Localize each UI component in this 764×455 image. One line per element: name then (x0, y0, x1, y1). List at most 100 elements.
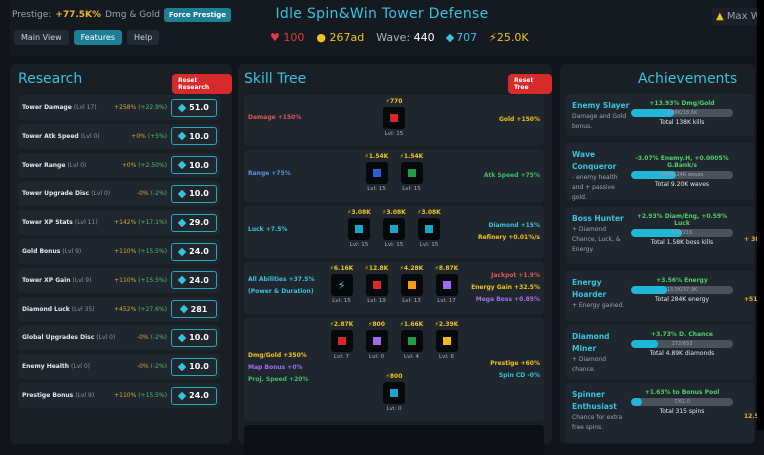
achievement-bonus: +13.93% Dmg/Gold 7.88K/18.6K Total 138K ki… (631, 100, 733, 126)
research-buy-button[interactable]: 10.0 (171, 127, 217, 146)
research-buy-button[interactable]: 10.0 (171, 357, 217, 376)
skill-node[interactable]: ⚡2.87K Lvl: 7 (330, 321, 354, 360)
research-buy-button[interactable]: 24.0 (171, 386, 217, 405)
research-cost: 10.0 (189, 160, 209, 170)
achievement-bonus-text: +2.93% Diam/Eng, +0.59% Luck (636, 213, 728, 227)
research-row: Tower XP Stats (Lvl 11) +142% (+17.1%) 29.0 (18, 210, 220, 236)
skill-node[interactable]: ⚡800 Lvl: 0 (365, 321, 388, 360)
skill-node-button[interactable] (365, 274, 388, 296)
skill-node[interactable]: ⚡2.39K Lvl: 6 (435, 321, 459, 360)
research-row: Tower XP Gain (Lvl 9) +110% (+15.5%) 24.0 (18, 267, 220, 293)
research-panel: Research Reset Research Tower Damage (Lvl… (10, 64, 232, 444)
skill-node[interactable]: ⚡1.66K Lvl: 4 (400, 321, 424, 360)
achievement-bonus: +3.73% D. Chance 172/653 Total 4.89K diamo… (631, 331, 733, 357)
achievement-bonus-text: +1.63% to Bonus Pool (644, 389, 720, 396)
bolt-icon: ⚡ (347, 209, 352, 216)
skill-node-button[interactable] (400, 274, 423, 296)
wave-value: 440 (413, 31, 435, 44)
skill-node[interactable]: ⚡1.54K Lvl: 15 (400, 153, 424, 192)
skill-node[interactable]: ⚡3.08K Lvl: 15 (382, 209, 406, 248)
energy-stat: ⚡25.0K (489, 31, 528, 44)
skill-color-icon (425, 225, 433, 233)
skill-node-button[interactable] (348, 218, 370, 240)
achievement-progress-bar: 172/653 (631, 340, 733, 348)
research-effect: +0% (+5%) (131, 133, 167, 140)
prestige-value: +77.5K% (55, 10, 102, 20)
skill-node[interactable]: ⚡4.28K Lvl: 13 (400, 265, 424, 304)
force-prestige-button[interactable]: Force Prestige (163, 8, 231, 22)
skill-node-button[interactable] (383, 218, 405, 240)
achievement-total: Total 9.20K waves (654, 181, 710, 188)
skill-node-button[interactable] (365, 330, 388, 352)
skill-node[interactable]: ⚡3.08K Lvl: 15 (347, 209, 371, 248)
research-cost: 10.0 (189, 189, 209, 199)
research-cost: 24.0 (189, 275, 209, 285)
research-effect: -0% (-2%) (137, 190, 167, 197)
reset-research-button[interactable]: Reset Research (172, 74, 232, 94)
skill-cost-value: 2.87K (333, 321, 354, 328)
diamond-value: 707 (456, 31, 478, 44)
skill-cost: ⚡3.08K (373, 209, 415, 216)
research-buy-button[interactable]: 10.0 (171, 156, 217, 175)
skill-node-button[interactable] (435, 274, 458, 296)
tab-features[interactable]: Features (73, 30, 123, 45)
research-buy-button[interactable]: 51.0 (171, 98, 217, 117)
skill-cost: ⚡6.16K (321, 265, 363, 272)
skill-node[interactable]: ⚡6.16K ⚡ Lvl: 15 (330, 265, 354, 304)
diamond-stat: 707 (445, 31, 478, 44)
skill-bonus-right: Spin CD -0% (498, 371, 540, 379)
skill-node[interactable]: ⚡3.08K Lvl: 15 (417, 209, 441, 248)
skill-cost-value: 12.8K (368, 265, 389, 272)
skill-node-button[interactable]: ⚡ (330, 274, 353, 296)
achievement-desc: + Energy gained. (572, 302, 625, 309)
research-next-effect: (+5%) (147, 132, 167, 140)
achievement-name: Diamond Miner (572, 332, 610, 353)
bolt-icon: ⚡ (364, 265, 369, 272)
skill-node-button[interactable] (383, 382, 405, 404)
research-buy-button[interactable]: 10.0 (171, 184, 217, 203)
skill-node-button[interactable] (435, 330, 458, 352)
achievement-total: Total 4.89K diamonds (649, 350, 715, 357)
research-row: Tower Upgrade Disc (Lvl 0) -0% (-2%) 10.0 (18, 181, 220, 207)
skill-level: Lvl: 15 (419, 242, 439, 248)
skill-node-button[interactable] (383, 107, 405, 129)
research-level: (Lvl 0) (96, 334, 116, 342)
skill-node[interactable]: ⚡800 Lvl: 0 (383, 373, 405, 412)
skill-node-button[interactable] (330, 330, 353, 352)
skill-node-button[interactable] (400, 162, 423, 184)
max-wave-button[interactable]: ▲ Max W (712, 8, 764, 25)
research-buy-button[interactable]: 29.0 (171, 213, 217, 232)
tab-help[interactable]: Help (127, 30, 160, 45)
research-cost: 29.0 (189, 218, 209, 228)
skill-node-button[interactable] (418, 218, 440, 240)
achievement-progress-fill (631, 229, 682, 237)
research-buy-button[interactable]: 24.0 (171, 271, 217, 290)
skill-bonus-right: Energy Gain +32.5% (471, 284, 540, 291)
skill-node-button[interactable] (365, 162, 388, 184)
research-buy-button[interactable]: 10.0 (171, 328, 217, 347)
skill-row: Dmg/Gold +350% Map Bonus +0% Proj. Speed +… (244, 318, 544, 421)
research-buy-button[interactable]: 281 (171, 300, 217, 319)
tab-main-view[interactable]: Main View (14, 30, 69, 45)
reset-tree-button[interactable]: Reset Tree (508, 74, 552, 94)
skill-bonus-right: Diamond +15% (488, 222, 540, 229)
achievements-title: Achievements (638, 71, 738, 87)
skill-cost-value: 1.54K (403, 153, 424, 160)
skill-node[interactable]: ⚡8.87K Lvl: 17 (435, 265, 459, 304)
research-next-effect: (+22.9%) (138, 104, 167, 111)
skill-node-button[interactable] (400, 330, 423, 352)
skill-node[interactable]: ⚡12.8K Lvl: 19 (364, 265, 389, 304)
skill-node[interactable]: ⚡770 Lvl: 15 (383, 98, 405, 137)
research-buy-button[interactable]: 24.0 (171, 242, 217, 261)
research-name: Prestige Bonus (22, 392, 74, 399)
research-effect: +0% (+2.50%) (122, 162, 167, 169)
achievement-bonus: +2.93% Diam/Eng, +0.59% Luck 109/216 Total… (631, 213, 733, 246)
skill-cost-value: 1.54K (368, 153, 389, 160)
skill-node[interactable]: ⚡1.54K Lvl: 15 (365, 153, 389, 192)
skill-cost: ⚡1.54K (391, 153, 433, 160)
skill-cost-value: 2.39K (438, 321, 459, 328)
skill-cost: ⚡800 (356, 321, 398, 328)
research-level: (Lvl 35) (71, 305, 95, 313)
skill-color-icon (372, 169, 381, 177)
achievement-progress-text: 109/216 (671, 230, 693, 236)
